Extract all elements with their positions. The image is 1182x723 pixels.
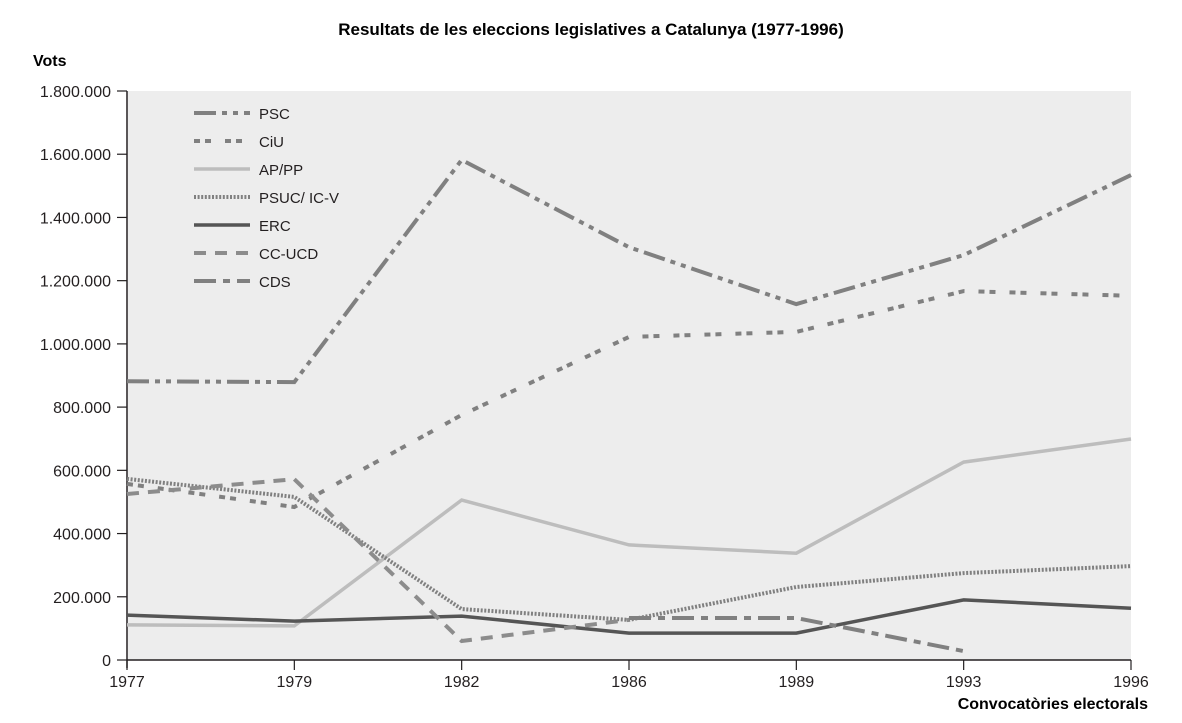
y-tick-label: 200.000	[53, 590, 111, 607]
y-axis-title: Vots	[33, 53, 67, 70]
legend-label: CC-UCD	[259, 246, 318, 263]
series-line	[629, 616, 965, 654]
y-tick-label: 1.600.000	[40, 147, 111, 164]
legend-label: PSC	[259, 106, 290, 123]
y-tick-label: 1.800.000	[40, 84, 111, 101]
x-tick-label: 1977	[109, 674, 145, 691]
x-tick-label: 1996	[1113, 674, 1149, 691]
x-tick-label: 1979	[277, 674, 313, 691]
x-tick-label: 1982	[444, 674, 480, 691]
series-line	[126, 157, 1132, 385]
legend-item: CDS	[194, 274, 291, 291]
legend-item: AP/PP	[194, 162, 303, 179]
legend-item: CiU	[194, 134, 284, 151]
y-tick-label: 1.000.000	[40, 337, 111, 354]
y-tick-label: 0	[102, 653, 111, 670]
series-line	[126, 437, 1132, 628]
series-psc	[126, 157, 1132, 385]
legend-label: CiU	[259, 134, 284, 151]
y-tick-label: 1.200.000	[40, 274, 111, 291]
y-tick-label: 800.000	[53, 400, 111, 417]
y-tick-label: 400.000	[53, 527, 111, 544]
legend-label: PSUC/ IC-V	[259, 190, 339, 207]
legend-item: PSUC/ IC-V	[194, 190, 339, 207]
series-line	[126, 289, 1132, 510]
legend: PSC CiU AP/PP PSUC/ IC-V ERC CC-UCD CDS	[194, 106, 339, 291]
legend-label: CDS	[259, 274, 291, 291]
series-ap-pp	[126, 437, 1132, 628]
series-cds	[628, 616, 965, 654]
x-axis-title: Convocatòries electorals	[958, 696, 1148, 713]
series-ciu	[126, 289, 1132, 510]
axes: 0 200.000 400.000 600.000 800.000 1.000.000 1.…	[40, 84, 1149, 691]
x-tick-label: 1993	[946, 674, 982, 691]
legend-label: AP/PP	[259, 162, 303, 179]
legend-item: PSC	[194, 106, 290, 123]
series-cc-ucd	[126, 477, 630, 644]
chart-title: Resultats de les eleccions legislatives …	[338, 20, 844, 39]
legend-label: ERC	[259, 218, 291, 235]
plot-area	[128, 91, 1131, 660]
x-tick-label: 1986	[611, 674, 647, 691]
series-layer	[126, 157, 1132, 654]
x-tick-label: 1989	[779, 674, 815, 691]
series-line	[126, 477, 630, 644]
y-tick-label: 600.000	[53, 463, 111, 480]
series-erc	[126, 598, 1132, 635]
legend-item: ERC	[194, 218, 291, 235]
legend-item: CC-UCD	[194, 246, 318, 263]
y-tick-label: 1.400.000	[40, 210, 111, 227]
series-line	[126, 598, 1132, 635]
